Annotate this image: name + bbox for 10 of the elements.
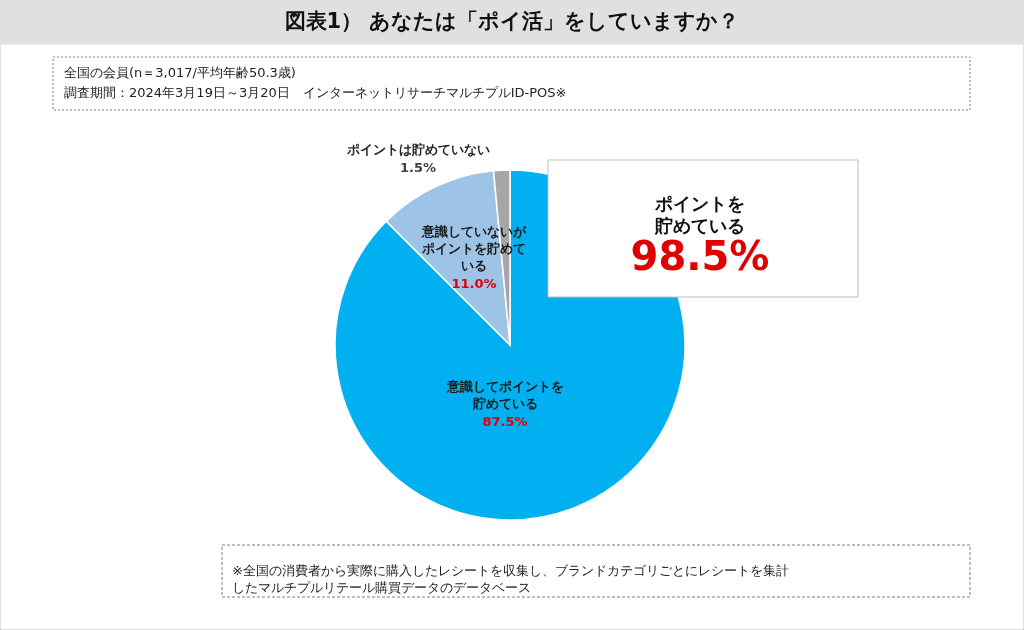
data-label: 1.5% [399, 160, 437, 175]
chart-title: 図表1） あなたは「ポイ活」をしていますか？ [284, 9, 740, 33]
text: ポイントを貯めている [654, 193, 745, 236]
data-label: 11.0% [451, 276, 497, 291]
slice-label: ポイントは貯めていない [345, 142, 490, 157]
data-label: 87.5% [482, 414, 528, 429]
text: 調査期間：2024年3月19日～3月20日 インターネットリサーチマルチプルID-POS※ [64, 85, 567, 100]
slice-label: 意識してポイントを貯めている [445, 379, 564, 411]
text: ※全国の消費者から実際に購入したレシートを収集し、ブランドカテゴリごとにレシートを集計したマルチプルリテール購買データのデータベース [232, 563, 789, 595]
text: 全国の会員(n＝3,017/平均年齢50.3歳) [64, 65, 296, 80]
